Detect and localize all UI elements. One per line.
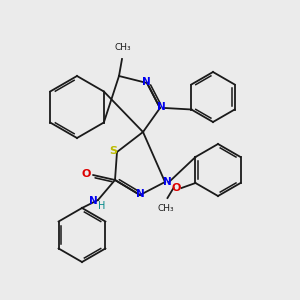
Text: CH₃: CH₃: [115, 43, 131, 52]
Text: O: O: [172, 183, 181, 193]
Text: N: N: [88, 196, 98, 206]
Text: N: N: [157, 102, 165, 112]
Text: N: N: [163, 177, 171, 187]
Text: S: S: [109, 146, 117, 156]
Text: H: H: [98, 201, 106, 211]
Text: CH₃: CH₃: [157, 204, 174, 213]
Text: N: N: [142, 77, 150, 87]
Text: O: O: [81, 169, 91, 179]
Text: N: N: [136, 189, 144, 199]
